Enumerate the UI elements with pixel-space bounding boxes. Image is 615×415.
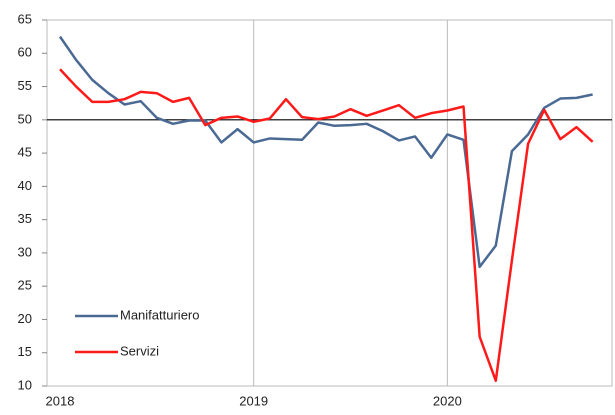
y-tick-label: 10: [18, 377, 32, 392]
plot-frame: [46, 19, 613, 387]
y-tick-label: 30: [18, 244, 32, 259]
y-tick-label: 15: [18, 344, 32, 359]
x-tick-label: 2018: [46, 393, 75, 408]
y-tick-label: 60: [18, 45, 32, 60]
legend-label: Manifatturiero: [120, 307, 199, 322]
y-tick-label: 25: [18, 278, 32, 293]
x-tick-label: 2020: [433, 393, 462, 408]
y-tick-label: 45: [18, 145, 32, 160]
y-tick-label: 35: [18, 211, 32, 226]
y-tick-label: 65: [18, 11, 32, 26]
x-tick-label: 2019: [239, 393, 268, 408]
y-tick-label: 50: [18, 111, 32, 126]
y-tick-label: 20: [18, 311, 32, 326]
legend-label: Servizi: [120, 343, 159, 358]
series-line: [58, 35, 593, 269]
y-tick-label: 40: [18, 178, 32, 193]
y-tick-label: 55: [18, 78, 32, 93]
series-line: [59, 68, 594, 382]
